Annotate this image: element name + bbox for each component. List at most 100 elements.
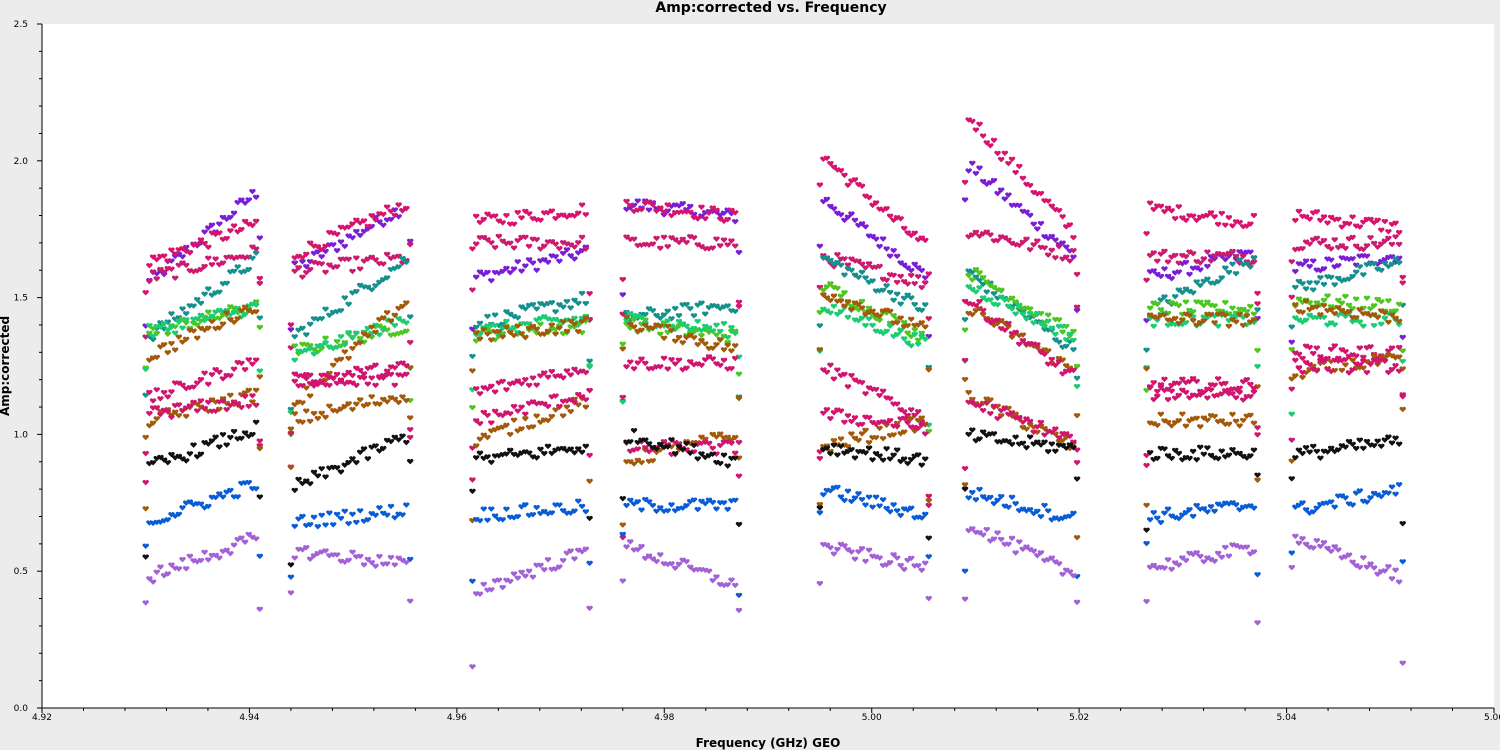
data-point [476, 336, 484, 342]
data-point [904, 323, 911, 329]
data-point [153, 569, 160, 575]
data-point [876, 263, 883, 270]
data-point [488, 383, 495, 390]
data-point [694, 456, 701, 462]
data-point [318, 512, 325, 519]
data-point [1236, 257, 1243, 263]
data-point [653, 208, 660, 215]
data-point [862, 502, 869, 508]
data-point [638, 207, 645, 213]
data-point [998, 494, 1005, 500]
data-point [1218, 210, 1225, 217]
data-point [1168, 208, 1175, 214]
data-point [649, 241, 656, 247]
data-point [1342, 313, 1349, 320]
data-point [333, 264, 341, 270]
data-point [1016, 414, 1023, 421]
data-point [1048, 233, 1055, 240]
data-point [1182, 557, 1190, 564]
data-point [1023, 236, 1030, 242]
data-point [1288, 386, 1295, 392]
data-point [976, 165, 983, 171]
data-point [164, 350, 171, 356]
data-point [1392, 363, 1399, 369]
data-point [1161, 209, 1168, 215]
data-point [525, 211, 533, 217]
data-point [1381, 354, 1389, 360]
data-point [1063, 343, 1070, 350]
data-point [1164, 205, 1172, 212]
data-point [869, 322, 876, 329]
data-point [484, 331, 491, 337]
data-point [679, 236, 686, 243]
data-point [976, 486, 983, 493]
data-point [851, 272, 859, 278]
data-point [1186, 313, 1193, 319]
data-point [223, 307, 230, 314]
plot-area [42, 24, 1494, 708]
data-point [1299, 355, 1306, 362]
data-point [322, 340, 329, 346]
data-point [514, 209, 521, 216]
data-point [249, 244, 256, 250]
data-point [552, 331, 559, 337]
data-point [724, 439, 731, 445]
data-point [1073, 271, 1081, 278]
data-point [495, 328, 503, 335]
data-point [295, 476, 302, 483]
data-point [1292, 268, 1299, 275]
data-point [1066, 222, 1074, 228]
data-point [1342, 444, 1349, 451]
data-point [886, 509, 894, 515]
data-point [183, 311, 190, 317]
data-point [1204, 276, 1211, 282]
data-point [1207, 312, 1215, 318]
data-point [387, 438, 395, 445]
data-point [653, 235, 660, 242]
data-point [675, 334, 683, 341]
data-point [823, 407, 831, 413]
data-point [399, 394, 406, 400]
data-point [1034, 508, 1041, 515]
data-point [503, 387, 510, 393]
data-point [1327, 320, 1335, 326]
data-point [994, 530, 1001, 536]
data-point [1222, 388, 1229, 394]
data-point [1395, 318, 1403, 325]
data-point [1154, 393, 1161, 399]
data-point [820, 306, 827, 313]
data-point [227, 487, 234, 494]
data-point [925, 595, 932, 602]
data-point [1299, 450, 1306, 457]
data-point [823, 155, 831, 162]
data-point [1360, 323, 1367, 330]
data-point [1019, 546, 1027, 553]
data-point [886, 308, 894, 315]
data-point [732, 330, 739, 337]
data-point [1225, 215, 1233, 221]
data-point [333, 408, 341, 414]
data-point [1292, 455, 1299, 461]
data-point [1392, 435, 1399, 442]
data-point [858, 183, 866, 189]
data-point [994, 320, 1001, 327]
data-point [1327, 548, 1335, 555]
data-point [1157, 307, 1165, 313]
data-point [1161, 387, 1168, 394]
data-point [990, 291, 998, 297]
data-point [160, 389, 168, 396]
data-point [1066, 331, 1074, 337]
data-point [1374, 296, 1381, 303]
data-point [287, 322, 295, 328]
data-point [380, 445, 387, 452]
data-point [1222, 257, 1229, 263]
data-point [303, 376, 310, 382]
data-point [1157, 273, 1165, 280]
data-point [922, 324, 929, 330]
data-point [713, 236, 720, 242]
data-point [341, 462, 348, 469]
data-point [844, 182, 852, 189]
data-point [1236, 450, 1243, 457]
data-point [872, 200, 880, 206]
data-point [168, 340, 175, 347]
